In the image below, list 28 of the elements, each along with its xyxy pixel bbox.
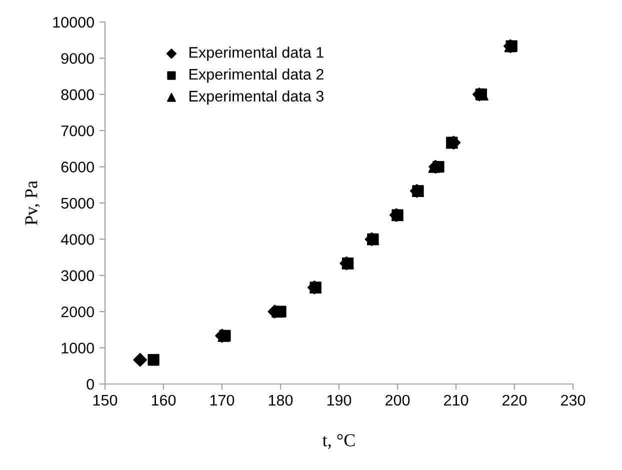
legend-label: Experimental data 1 [190,46,324,61]
x-tick-label: 230 [561,394,586,406]
y-tick-label: 9000 [61,53,94,64]
point [272,306,284,318]
x-tick-label: 220 [502,394,527,406]
x-tick-label: 170 [210,394,234,406]
point [133,352,148,367]
legend-label: Experimental data 2 [190,68,324,83]
x-axis-title: t, °C [322,434,355,449]
y-tick-label: 3000 [61,270,94,282]
y-tick-label: 5000 [61,198,94,209]
x-tick-label: 210 [444,394,468,406]
y-tick-label: 2000 [61,306,94,318]
point [148,354,160,366]
x-tick-label: 190 [327,394,352,406]
y-tick-label: 0 [86,378,94,390]
y-tick-label: 4000 [60,234,94,245]
x-tick-label: 200 [386,394,410,406]
y-tick-label: 6000 [61,162,94,172]
x-tick-label: 150 [93,394,118,406]
legend-label: Experimental data 3 [190,90,324,105]
x-tick-label: 160 [152,394,176,406]
y-tick-label: 7000 [61,125,94,136]
y-tick-label: 1000 [62,342,94,354]
y-axis-title: Pv, Pa [25,180,40,225]
x-tick-label: 180 [268,394,293,406]
y-tick-label: 10000 [53,16,94,28]
y-tick-label: 8000 [61,89,94,100]
